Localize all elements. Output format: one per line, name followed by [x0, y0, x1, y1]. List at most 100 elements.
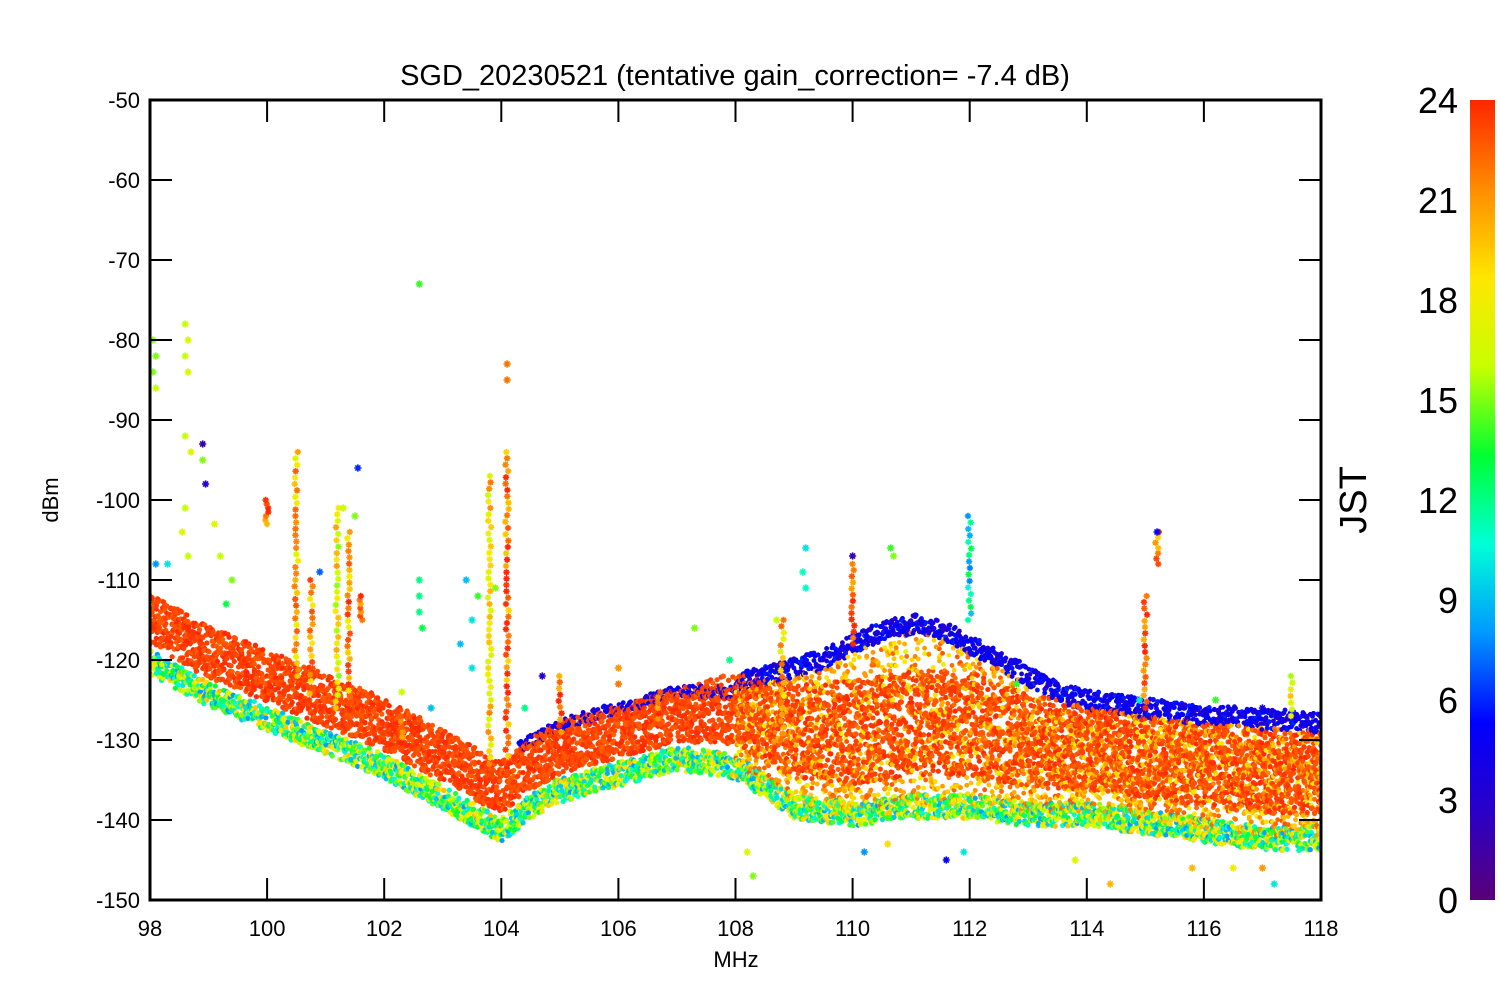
floor-point-low [507, 826, 514, 832]
floor-point-core [598, 716, 604, 722]
floor-point-core [327, 707, 333, 713]
floor-point-core [704, 690, 711, 696]
floor-point-core [280, 694, 286, 700]
floor-point-core [541, 773, 547, 779]
floor-point-low [553, 785, 559, 791]
floor-point-core [456, 763, 462, 769]
floor-point-low [448, 803, 455, 809]
floor-point-core [239, 649, 245, 656]
floor-point-core [309, 716, 315, 722]
plot-area [150, 280, 1321, 888]
floor-point-core [314, 668, 321, 674]
floor-point-low [279, 728, 285, 735]
floor-point-low [180, 682, 186, 689]
floor-point-core [218, 669, 224, 675]
floor-point-low [516, 823, 522, 829]
floor-point-core [621, 732, 627, 738]
floor-point-core [472, 744, 478, 751]
floor-point-low [252, 705, 258, 711]
floor-point-low [459, 814, 465, 820]
floor-point-core [599, 718, 605, 725]
floor-point-core [340, 712, 346, 718]
floor-point-core [565, 743, 571, 750]
floor-point-core [168, 606, 174, 612]
floor-point-low [645, 768, 652, 774]
floor-point-core [614, 748, 620, 754]
floor-point-core [316, 718, 322, 724]
floor-point-low [570, 781, 576, 787]
floor-point-low [334, 747, 341, 753]
floor-point-core [564, 749, 570, 755]
floor-point-low [418, 786, 424, 792]
floor-point-mid [747, 769, 753, 775]
floor-point-low [242, 702, 248, 708]
floor-point-core [727, 739, 733, 745]
floor-point-core [544, 772, 550, 779]
floor-point-low [528, 794, 535, 800]
floor-point-core [407, 720, 413, 726]
floor-point-low [447, 809, 453, 815]
floor-point-core [437, 738, 443, 745]
floor-point-low [509, 830, 516, 836]
floor-point-low [236, 695, 243, 701]
floor-point-low [463, 815, 469, 821]
floor-point-core [386, 703, 392, 709]
floor-point-core [195, 635, 202, 641]
floor-point-low [401, 785, 407, 791]
floor-point-core [287, 665, 293, 671]
floor-point-low [294, 734, 301, 740]
floor-point-core [430, 733, 437, 739]
floor-point-core [625, 720, 632, 726]
floor-point-core [668, 736, 674, 743]
floor-point-core [421, 757, 427, 763]
floor-point-core [567, 748, 574, 754]
floor-point-core [360, 693, 366, 699]
floor-point-low [463, 819, 469, 825]
floor-point-core [481, 768, 487, 774]
floor-point-core [353, 713, 360, 719]
floor-point-core [264, 697, 270, 703]
floor-point-core [684, 709, 691, 716]
floor-point-core [614, 741, 620, 747]
floor-point-low [355, 752, 361, 758]
floor-point-low [731, 772, 737, 778]
floor-point-core [301, 700, 307, 707]
floor-point-core [243, 639, 249, 645]
floor-point-low [250, 707, 256, 713]
floor-point-core [358, 723, 364, 729]
floor-point-core [645, 736, 652, 743]
floor-point-core [435, 729, 441, 736]
floor-point-low [563, 780, 569, 787]
floor-point-low [238, 700, 244, 706]
floor-point-low [488, 824, 495, 830]
floor-point-core [314, 689, 321, 695]
floor-point-low [660, 770, 666, 777]
floor-point-core [261, 674, 267, 680]
floor-point-low [525, 810, 531, 816]
floor-point-low [430, 779, 437, 785]
floor-point-core [704, 725, 711, 732]
floor-point-core [304, 715, 310, 721]
floor-point-low [577, 785, 583, 791]
floor-point-core [209, 627, 215, 633]
floor-point-low [317, 730, 323, 736]
floor-point-low [172, 685, 178, 691]
floor-point-core [586, 752, 593, 758]
floor-point-core [342, 728, 348, 734]
floor-point-core [258, 684, 264, 690]
floor-point-low [562, 777, 568, 784]
floor-point-low [609, 780, 615, 786]
floor-point-core [563, 761, 569, 767]
floor-point-low [475, 824, 481, 830]
floor-point-low [322, 750, 328, 756]
floor-point-core [441, 750, 447, 756]
floor-point-high [628, 699, 633, 705]
floor-point-core [373, 712, 380, 718]
floor-point-core [320, 683, 326, 689]
floor-point-low [478, 823, 484, 829]
floor-point-core [553, 740, 559, 746]
floor-point-low [386, 773, 392, 779]
floor-point-low [503, 818, 509, 824]
floor-point-core [414, 726, 420, 732]
floor-point-low [277, 720, 283, 726]
